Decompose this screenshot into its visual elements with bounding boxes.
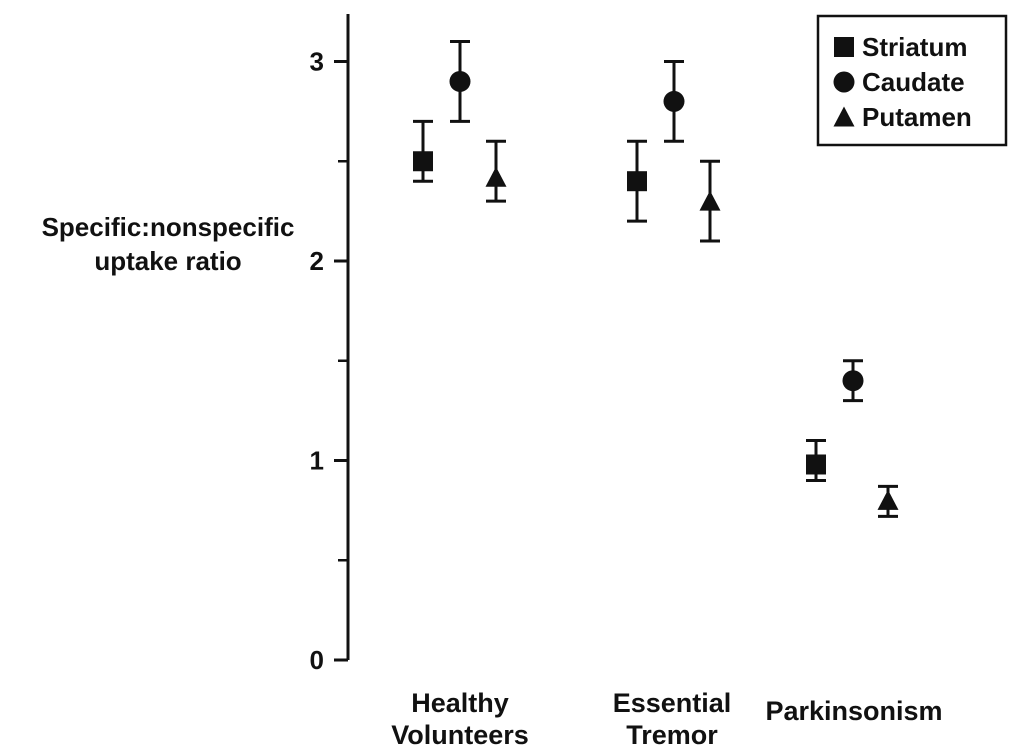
- y-tick-label: 1: [310, 446, 324, 476]
- data-point-putamen: [485, 139, 507, 203]
- data-marks: [413, 40, 899, 518]
- data-point-striatum: [806, 439, 826, 482]
- legend-triangle-icon: [833, 106, 855, 127]
- y-axis-label-line-2: uptake ratio: [94, 246, 241, 276]
- legend-label-putamen: Putamen: [862, 102, 972, 132]
- square-marker: [806, 454, 826, 475]
- data-point-caudate: [449, 40, 471, 123]
- legend-circle-icon: [833, 71, 855, 93]
- data-point-striatum: [627, 139, 647, 223]
- category-label: Volunteers: [391, 720, 529, 750]
- legend-items: Striatum Caudate Putamen: [833, 32, 972, 132]
- data-point-putamen: [699, 159, 721, 243]
- data-point-putamen: [877, 484, 899, 518]
- legend-square-icon: [834, 37, 854, 57]
- category-label: Tremor: [626, 720, 718, 750]
- square-marker: [627, 171, 647, 192]
- data-point-caudate: [663, 60, 685, 143]
- y-axis-label-line-1: Specific:nonspecific: [42, 212, 295, 242]
- category-label: Essential: [613, 688, 732, 718]
- legend-label-striatum: Striatum: [862, 32, 967, 62]
- circle-marker: [842, 370, 864, 392]
- circle-marker: [663, 90, 685, 112]
- data-point-caudate: [842, 359, 864, 403]
- circle-marker: [449, 70, 471, 92]
- triangle-marker: [877, 489, 899, 510]
- triangle-marker: [699, 190, 721, 211]
- y-axis-label: Specific:nonspecific uptake ratio: [42, 212, 295, 276]
- category-label: Parkinsonism: [765, 696, 942, 726]
- category-label: Healthy: [411, 688, 509, 718]
- y-tick-label: 3: [310, 47, 324, 77]
- legend-label-caudate: Caudate: [862, 67, 965, 97]
- y-tick-label: 0: [310, 645, 324, 675]
- legend: Striatum Caudate Putamen: [816, 14, 1008, 147]
- y-ticks: 0 1 2 3: [310, 47, 348, 675]
- square-marker: [413, 151, 433, 172]
- triangle-marker: [485, 166, 507, 187]
- y-tick-label: 2: [310, 246, 324, 276]
- data-point-striatum: [413, 119, 433, 183]
